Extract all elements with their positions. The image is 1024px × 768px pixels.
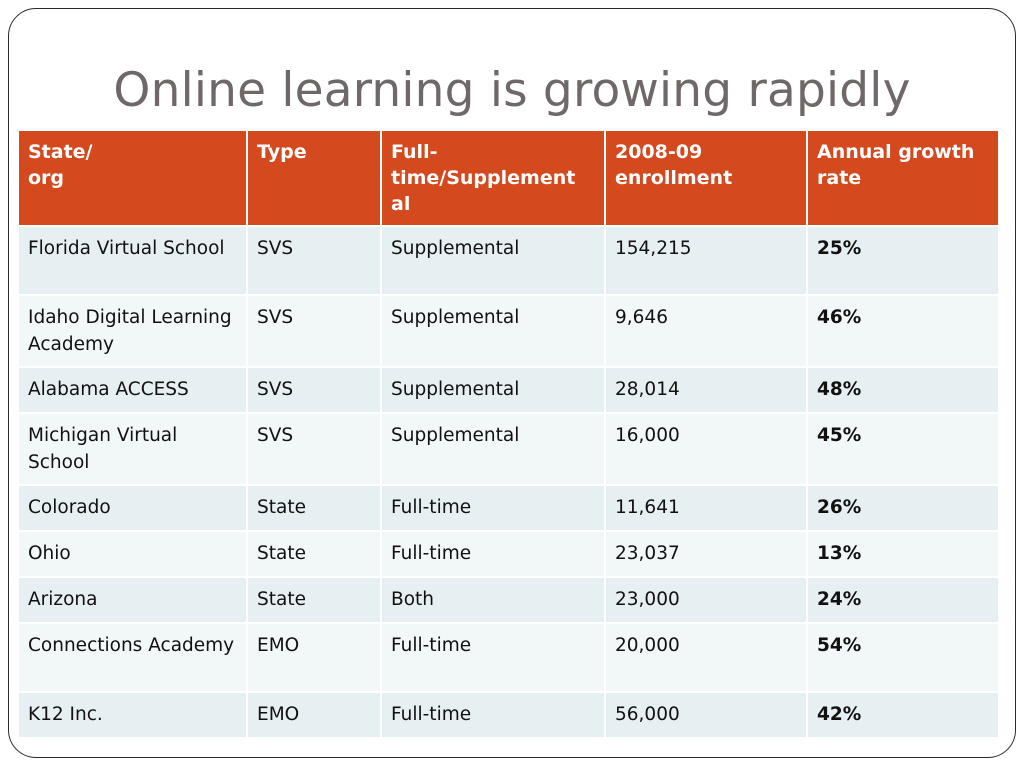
cell-enrollment: 16,000 <box>606 414 806 484</box>
cell-org: Michigan Virtual School <box>19 414 246 484</box>
header-state-org: State/org <box>19 131 246 225</box>
cell-type: SVS <box>248 227 380 294</box>
cell-growth: 13% <box>808 532 998 576</box>
cell-mode: Both <box>382 578 604 622</box>
cell-growth: 26% <box>808 486 998 530</box>
cell-type: SVS <box>248 296 380 366</box>
header-annual-growth-rate: Annual growth rate <box>808 131 998 225</box>
cell-growth: 48% <box>808 368 998 412</box>
cell-enrollment: 56,000 <box>606 693 806 737</box>
cell-enrollment: 28,014 <box>606 368 806 412</box>
cell-mode: Full-time <box>382 693 604 737</box>
cell-type: EMO <box>248 693 380 737</box>
table-row: Michigan Virtual School SVS Supplemental… <box>19 414 998 484</box>
cell-growth: 24% <box>808 578 998 622</box>
cell-type: SVS <box>248 368 380 412</box>
cell-mode: Full-time <box>382 532 604 576</box>
cell-org: Florida Virtual School <box>19 227 246 294</box>
slide-title: Online learning is growing rapidly <box>113 63 911 118</box>
table-row: Florida Virtual School SVS Supplemental … <box>19 227 998 294</box>
slide: Online learning is growing rapidly State… <box>8 8 1016 758</box>
cell-mode: Full-time <box>382 624 604 691</box>
cell-type: State <box>248 486 380 530</box>
cell-enrollment: 20,000 <box>606 624 806 691</box>
cell-type: EMO <box>248 624 380 691</box>
cell-org: Idaho Digital Learning Academy <box>19 296 246 366</box>
cell-type: State <box>248 532 380 576</box>
header-enrollment: 2008-09 enrollment <box>606 131 806 225</box>
cell-org: Alabama ACCESS <box>19 368 246 412</box>
cell-type: State <box>248 578 380 622</box>
cell-mode: Full-time <box>382 486 604 530</box>
cell-enrollment: 23,000 <box>606 578 806 622</box>
header-full-time-supplemental: Full-time/Supplement al <box>382 131 604 225</box>
cell-enrollment: 154,215 <box>606 227 806 294</box>
cell-mode: Supplemental <box>382 227 604 294</box>
cell-enrollment: 23,037 <box>606 532 806 576</box>
cell-org: K12 Inc. <box>19 693 246 737</box>
cell-mode: Supplemental <box>382 296 604 366</box>
cell-mode: Supplemental <box>382 368 604 412</box>
cell-type: SVS <box>248 414 380 484</box>
table-header-row: State/org Type Full-time/Supplement al 20… <box>19 131 998 225</box>
table-row: Idaho Digital Learning Academy SVS Suppl… <box>19 296 998 366</box>
cell-growth: 42% <box>808 693 998 737</box>
cell-enrollment: 9,646 <box>606 296 806 366</box>
cell-org: Connections Academy <box>19 624 246 691</box>
cell-growth: 54% <box>808 624 998 691</box>
cell-org: Arizona <box>19 578 246 622</box>
enrollment-table: State/org Type Full-time/Supplement al 20… <box>17 129 1000 739</box>
table-row: Connections Academy EMO Full-time 20,000… <box>19 624 998 691</box>
table-row: Alabama ACCESS SVS Supplemental 28,014 4… <box>19 368 998 412</box>
table-row: K12 Inc. EMO Full-time 56,000 42% <box>19 693 998 737</box>
cell-enrollment: 11,641 <box>606 486 806 530</box>
table-row: Colorado State Full-time 11,641 26% <box>19 486 998 530</box>
cell-growth: 46% <box>808 296 998 366</box>
cell-growth: 45% <box>808 414 998 484</box>
table-row: Arizona State Both 23,000 24% <box>19 578 998 622</box>
table-row: Ohio State Full-time 23,037 13% <box>19 532 998 576</box>
header-type: Type <box>248 131 380 225</box>
cell-growth: 25% <box>808 227 998 294</box>
cell-org: Ohio <box>19 532 246 576</box>
cell-mode: Supplemental <box>382 414 604 484</box>
cell-org: Colorado <box>19 486 246 530</box>
